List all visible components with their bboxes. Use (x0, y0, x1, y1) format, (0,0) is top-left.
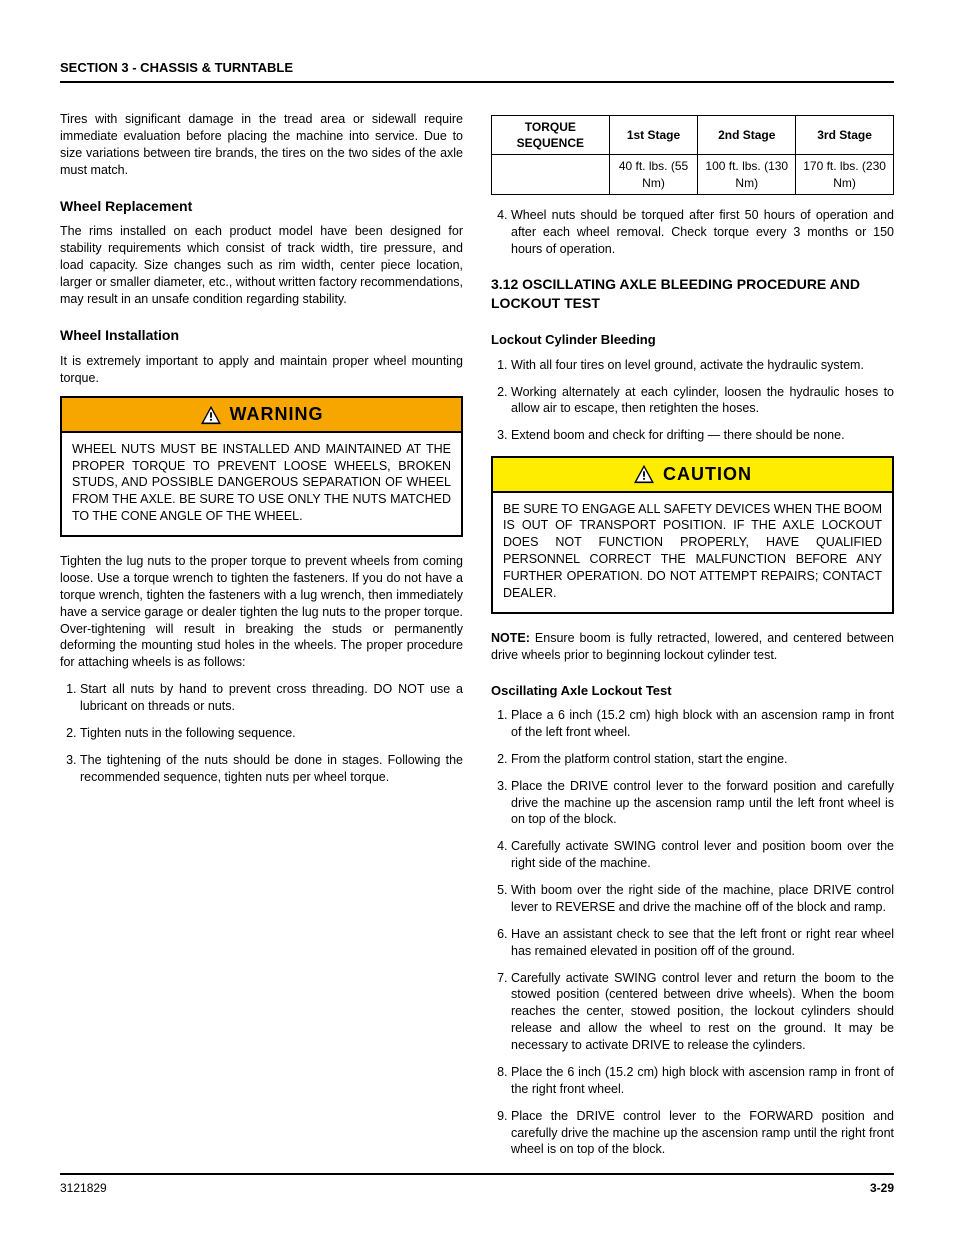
para-tighten: Tighten the lug nuts to the proper torqu… (60, 553, 463, 671)
caution-callout: CAUTION BE SURE TO ENGAGE ALL SAFETY DEV… (491, 456, 894, 614)
caution-bar: CAUTION (493, 458, 892, 492)
bleed-step-2: Working alternately at each cylinder, lo… (511, 384, 894, 418)
lead-paragraph: Tires with significant damage in the tre… (60, 111, 463, 179)
heading-wheel-installation: Wheel Installation (60, 326, 463, 345)
bleed-steps: With all four tires on level ground, act… (491, 357, 894, 445)
page: SECTION 3 - CHASSIS & TURNTABLE Tires wi… (0, 0, 954, 1235)
heading-wheel-replacement: Wheel Replacement (60, 197, 463, 216)
heading-oscaxle: 3.12 OSCILLATING AXLE BLEEDING PROCEDURE… (491, 275, 894, 313)
alert-triangle-icon (633, 464, 655, 484)
locktest-step-4: Carefully activate SWING control lever a… (511, 838, 894, 872)
th-stage2: 2nd Stage (698, 116, 796, 155)
caution-body: BE SURE TO ENGAGE ALL SAFETY DEVICES WHE… (493, 493, 892, 612)
para-wheel-replacement: The rims installed on each product model… (60, 223, 463, 307)
th-stage3: 3rd Stage (796, 116, 894, 155)
install-step-4: Wheel nuts should be torqued after first… (511, 207, 894, 258)
warning-label: WARNING (230, 402, 324, 426)
note-block: NOTE: Ensure boom is fully retracted, lo… (491, 630, 894, 664)
warning-bar: WARNING (62, 398, 461, 432)
heading-cylinder-bleed: Lockout Cylinder Bleeding (491, 331, 894, 349)
page-header: SECTION 3 - CHASSIS & TURNTABLE (60, 60, 894, 83)
warning-callout: WARNING WHEEL NUTS MUST BE INSTALLED AND… (60, 396, 463, 537)
content-columns: Tires with significant damage in the tre… (60, 111, 894, 1170)
locktest-step-5: With boom over the right side of the mac… (511, 882, 894, 916)
td-stage3: 170 ft. lbs. (230 Nm) (796, 155, 894, 194)
table-header-row: TORQUE SEQUENCE 1st Stage 2nd Stage 3rd … (492, 116, 894, 155)
install-step-2: Tighten nuts in the following sequence. (80, 725, 463, 742)
locktest-step-2: From the platform control station, start… (511, 751, 894, 768)
header-section-title: SECTION 3 - CHASSIS & TURNTABLE (60, 60, 293, 75)
left-column: Tires with significant damage in the tre… (60, 111, 463, 1170)
heading-lockout-test: Oscillating Axle Lockout Test (491, 682, 894, 700)
th-stage1: 1st Stage (609, 116, 698, 155)
td-seq (492, 155, 610, 194)
locktest-step-1: Place a 6 inch (15.2 cm) high block with… (511, 707, 894, 741)
note-body: Ensure boom is fully retracted, lowered,… (491, 631, 894, 662)
alert-triangle-icon (200, 405, 222, 425)
locktest-steps: Place a 6 inch (15.2 cm) high block with… (491, 707, 894, 1158)
install-step-3: The tightening of the nuts should be don… (80, 752, 463, 786)
td-stage2: 100 ft. lbs. (130 Nm) (698, 155, 796, 194)
bleed-step-1: With all four tires on level ground, act… (511, 357, 894, 374)
page-footer: 3121829 3-29 (60, 1173, 894, 1195)
locktest-step-3: Place the DRIVE control lever to the for… (511, 778, 894, 829)
torque-table: TORQUE SEQUENCE 1st Stage 2nd Stage 3rd … (491, 115, 894, 195)
warning-body: WHEEL NUTS MUST BE INSTALLED AND MAINTAI… (62, 433, 461, 535)
note-label: NOTE: (491, 631, 530, 645)
locktest-step-9: Place the DRIVE control lever to the FOR… (511, 1108, 894, 1159)
right-column: TORQUE SEQUENCE 1st Stage 2nd Stage 3rd … (491, 111, 894, 1170)
locktest-step-6: Have an assistant check to see that the … (511, 926, 894, 960)
locktest-step-7: Carefully activate SWING control lever a… (511, 970, 894, 1054)
install-steps: Start all nuts by hand to prevent cross … (60, 681, 463, 785)
footer-left: 3121829 (60, 1181, 107, 1195)
install-steps-cont: Wheel nuts should be torqued after first… (491, 207, 894, 258)
para-wheel-install: It is extremely important to apply and m… (60, 353, 463, 387)
table-row: 40 ft. lbs. (55 Nm) 100 ft. lbs. (130 Nm… (492, 155, 894, 194)
td-stage1: 40 ft. lbs. (55 Nm) (609, 155, 698, 194)
locktest-step-8: Place the 6 inch (15.2 cm) high block wi… (511, 1064, 894, 1098)
th-sequence: TORQUE SEQUENCE (492, 116, 610, 155)
footer-right: 3-29 (870, 1181, 894, 1195)
install-step-1: Start all nuts by hand to prevent cross … (80, 681, 463, 715)
bleed-step-3: Extend boom and check for drifting — the… (511, 427, 894, 444)
caution-label: CAUTION (663, 462, 752, 486)
